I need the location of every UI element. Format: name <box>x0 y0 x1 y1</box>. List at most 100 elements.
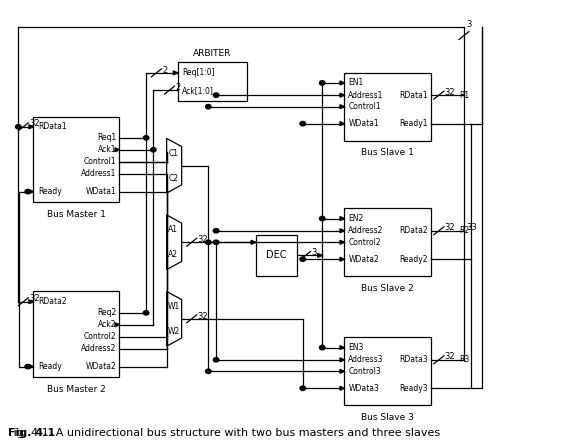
Circle shape <box>214 93 219 97</box>
Text: Control1: Control1 <box>84 157 117 166</box>
Text: Ready: Ready <box>38 187 61 196</box>
Polygon shape <box>340 122 345 125</box>
Circle shape <box>151 148 156 152</box>
Text: Address3: Address3 <box>348 355 384 364</box>
Polygon shape <box>340 93 345 97</box>
Circle shape <box>319 346 325 350</box>
Text: Bus Master 1: Bus Master 1 <box>47 210 106 219</box>
Text: RData2: RData2 <box>399 226 428 235</box>
Polygon shape <box>318 253 322 257</box>
Polygon shape <box>251 241 256 244</box>
Text: WData2: WData2 <box>86 362 117 371</box>
Text: Ready: Ready <box>38 362 61 371</box>
Text: R3: R3 <box>459 355 470 364</box>
Polygon shape <box>340 229 345 233</box>
Text: RData2: RData2 <box>38 297 66 306</box>
Text: DEC: DEC <box>266 250 287 260</box>
Bar <box>33 117 120 202</box>
Circle shape <box>16 124 21 129</box>
Polygon shape <box>340 386 345 390</box>
Text: A1: A1 <box>169 225 178 234</box>
Circle shape <box>206 369 211 373</box>
Polygon shape <box>167 138 182 193</box>
Text: RData1: RData1 <box>38 122 66 131</box>
Circle shape <box>300 257 306 261</box>
Circle shape <box>143 136 149 140</box>
Text: W2: W2 <box>167 327 179 336</box>
Text: Bus Slave 2: Bus Slave 2 <box>361 284 414 293</box>
Polygon shape <box>173 71 178 75</box>
Text: WData1: WData1 <box>348 119 379 128</box>
Text: Control3: Control3 <box>348 367 381 376</box>
Polygon shape <box>29 190 33 194</box>
Text: Ready2: Ready2 <box>399 255 428 264</box>
Text: 32: 32 <box>197 235 208 244</box>
Text: Control1: Control1 <box>348 102 381 111</box>
Text: A2: A2 <box>169 250 178 259</box>
Text: RData3: RData3 <box>399 355 428 364</box>
Text: 3: 3 <box>466 20 472 29</box>
Text: R2: R2 <box>459 226 469 235</box>
Text: Address2: Address2 <box>81 344 117 353</box>
Text: Address2: Address2 <box>348 226 384 235</box>
Text: 32: 32 <box>445 223 455 232</box>
Text: 32: 32 <box>445 88 455 97</box>
Polygon shape <box>29 300 33 303</box>
Text: Address1: Address1 <box>81 169 117 178</box>
Circle shape <box>25 365 30 369</box>
Text: Bus Slave 3: Bus Slave 3 <box>361 413 414 422</box>
Text: 33: 33 <box>466 223 477 232</box>
Polygon shape <box>340 217 345 221</box>
Polygon shape <box>340 346 345 350</box>
Text: Ack1: Ack1 <box>98 145 117 154</box>
Polygon shape <box>340 369 345 373</box>
Text: 32: 32 <box>29 294 40 303</box>
Circle shape <box>319 216 325 221</box>
Polygon shape <box>167 291 182 346</box>
Text: WData1: WData1 <box>86 187 117 196</box>
Polygon shape <box>167 215 182 270</box>
Text: R1: R1 <box>459 91 469 100</box>
Bar <box>345 73 430 140</box>
Circle shape <box>300 386 306 390</box>
Text: Control2: Control2 <box>348 238 381 247</box>
Circle shape <box>214 358 219 362</box>
Bar <box>345 338 430 405</box>
Text: ARBITER: ARBITER <box>193 49 232 58</box>
Text: W1: W1 <box>167 302 179 311</box>
Text: C1: C1 <box>169 149 178 158</box>
Text: C2: C2 <box>169 174 178 183</box>
Polygon shape <box>115 323 120 326</box>
Polygon shape <box>340 105 345 109</box>
Circle shape <box>206 105 211 109</box>
Circle shape <box>25 190 30 194</box>
Text: Fig. 4.1  A unidirectional bus structure with two bus masters and three slaves: Fig. 4.1 A unidirectional bus structure … <box>8 428 441 438</box>
Text: EN3: EN3 <box>348 343 364 352</box>
Circle shape <box>143 311 149 315</box>
Text: Bus Slave 1: Bus Slave 1 <box>361 148 414 157</box>
Text: Control2: Control2 <box>84 332 117 341</box>
Text: Ack2: Ack2 <box>98 320 117 329</box>
Polygon shape <box>340 358 345 362</box>
Text: 3: 3 <box>311 248 316 257</box>
Text: 32: 32 <box>445 352 455 361</box>
Text: 32: 32 <box>197 312 208 321</box>
Text: Bus Master 2: Bus Master 2 <box>47 385 106 394</box>
Text: Req[1:0]: Req[1:0] <box>182 68 215 78</box>
Polygon shape <box>29 365 33 369</box>
Circle shape <box>214 229 219 233</box>
Text: WData2: WData2 <box>348 255 379 264</box>
Polygon shape <box>115 148 120 152</box>
Polygon shape <box>29 125 33 128</box>
Text: Fig. 4.1: Fig. 4.1 <box>8 428 56 438</box>
Circle shape <box>206 240 211 245</box>
Text: 2: 2 <box>162 66 167 75</box>
Circle shape <box>319 81 325 85</box>
Polygon shape <box>340 241 345 244</box>
Polygon shape <box>340 81 345 85</box>
Bar <box>345 208 430 276</box>
Circle shape <box>300 121 306 126</box>
Polygon shape <box>340 257 345 261</box>
Bar <box>256 235 297 276</box>
Text: WData3: WData3 <box>348 384 379 393</box>
